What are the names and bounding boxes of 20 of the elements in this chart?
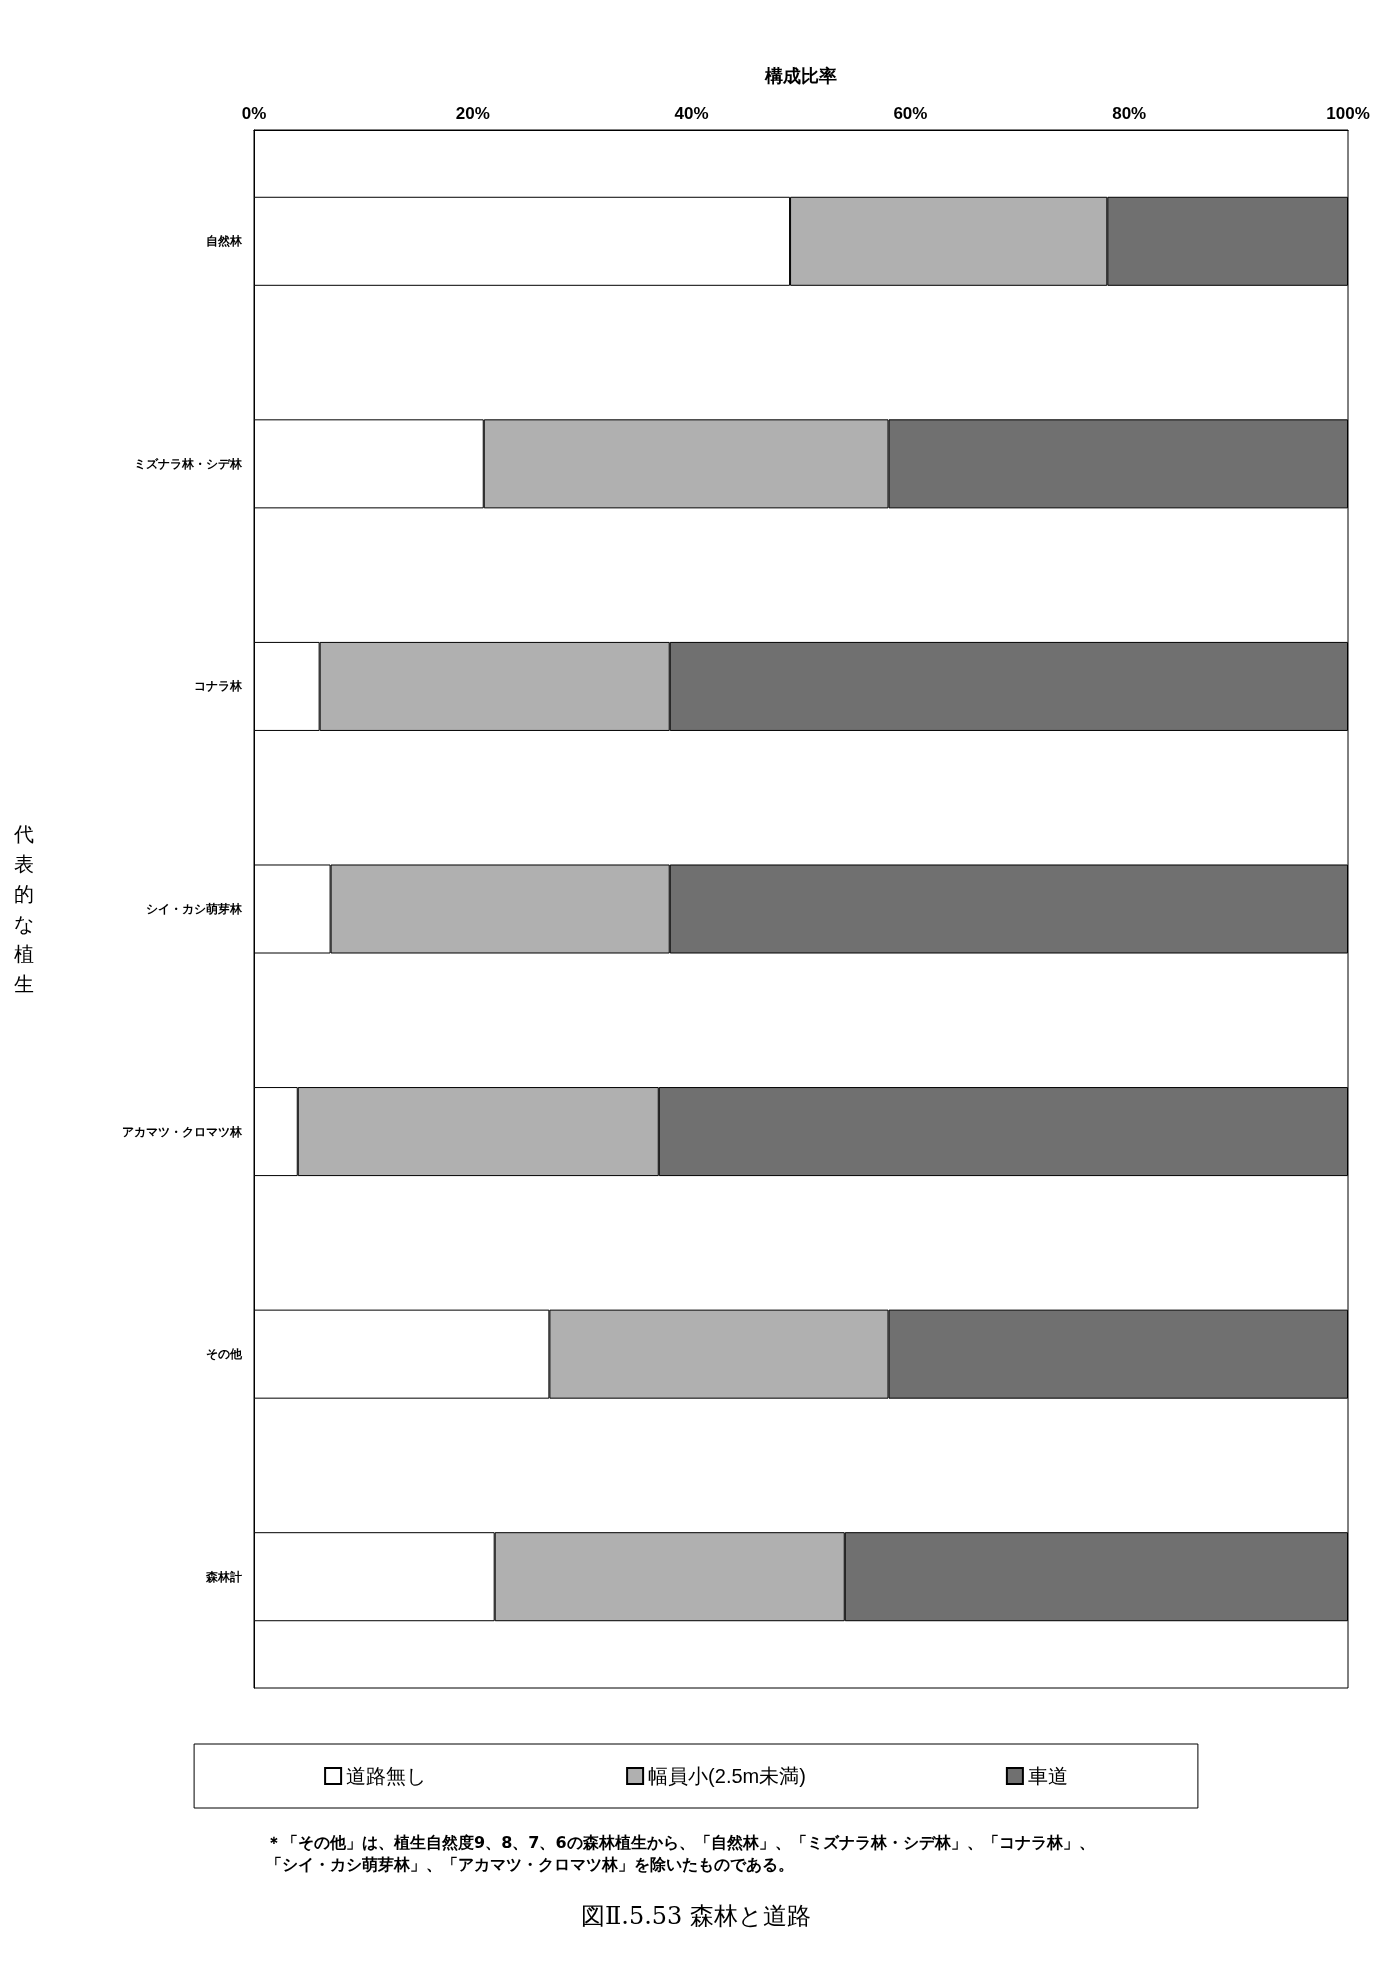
text: ＊「その他」は、植生自然度9、8、7、6の森林植生から、「自然林」、「ミズナラ林・シデ林」、「コナラ林」、「シイ・カシ萌芽林」、「アカマツ・クロマツ林」を除いたものである。	[266, 1832, 1096, 1876]
y-tick-label: その他	[206, 1347, 243, 1362]
y-tick-label: コナラ林	[194, 679, 243, 694]
y-tick-label: 自然林	[206, 234, 243, 249]
text: 図Ⅱ.5.53 森林と道路	[580, 1901, 812, 1932]
y-tick-label: ミズナラ林・シデ林	[134, 456, 243, 471]
y-tick-label: シイ・カシ萌芽林	[146, 902, 243, 916]
legend-label: 道路無し	[346, 1765, 427, 1787]
legend-label: 車道	[1027, 1765, 1068, 1787]
y-tick-label: 森林計	[205, 1569, 242, 1584]
x-tick-label: 40%	[674, 104, 709, 123]
y-axis-title: 代表的な植生	[13, 823, 34, 995]
x-axis-title: 構成比率	[764, 66, 837, 86]
x-tick-label: 20%	[455, 104, 490, 123]
x-tick-label: 100%	[1326, 104, 1370, 123]
x-tick-label: 0%	[241, 104, 267, 123]
y-tick-label: アカマツ・クロマツ林	[122, 1124, 243, 1139]
legend-label: 幅員小(2.5m未満)	[648, 1765, 806, 1787]
x-tick-label: 80%	[1112, 104, 1147, 123]
x-tick-label: 60%	[893, 104, 928, 123]
